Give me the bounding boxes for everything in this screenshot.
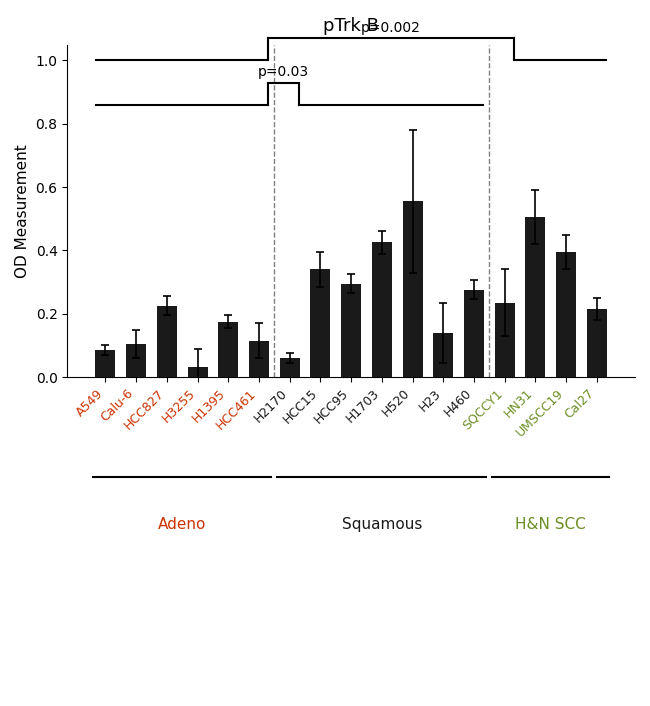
Bar: [157, 306, 177, 377]
Bar: [249, 341, 269, 377]
Bar: [372, 242, 392, 377]
Title: pTrk B: pTrk B: [323, 17, 379, 35]
Bar: [525, 217, 545, 377]
Bar: [280, 358, 300, 377]
Text: H&N SCC: H&N SCC: [515, 517, 586, 532]
Bar: [218, 322, 239, 377]
Text: Squamous: Squamous: [342, 517, 422, 532]
Text: p=0.03: p=0.03: [258, 66, 309, 79]
Bar: [495, 303, 515, 377]
Bar: [188, 366, 207, 377]
Bar: [96, 350, 115, 377]
Bar: [402, 201, 423, 377]
Bar: [341, 284, 361, 377]
Bar: [434, 333, 453, 377]
Text: p=0.002: p=0.002: [361, 21, 421, 35]
Bar: [464, 290, 484, 377]
Bar: [587, 309, 607, 377]
Y-axis label: OD Measurement: OD Measurement: [15, 144, 30, 277]
Bar: [556, 252, 576, 377]
Bar: [126, 344, 146, 377]
Bar: [311, 270, 330, 377]
Text: Adeno: Adeno: [158, 517, 206, 532]
